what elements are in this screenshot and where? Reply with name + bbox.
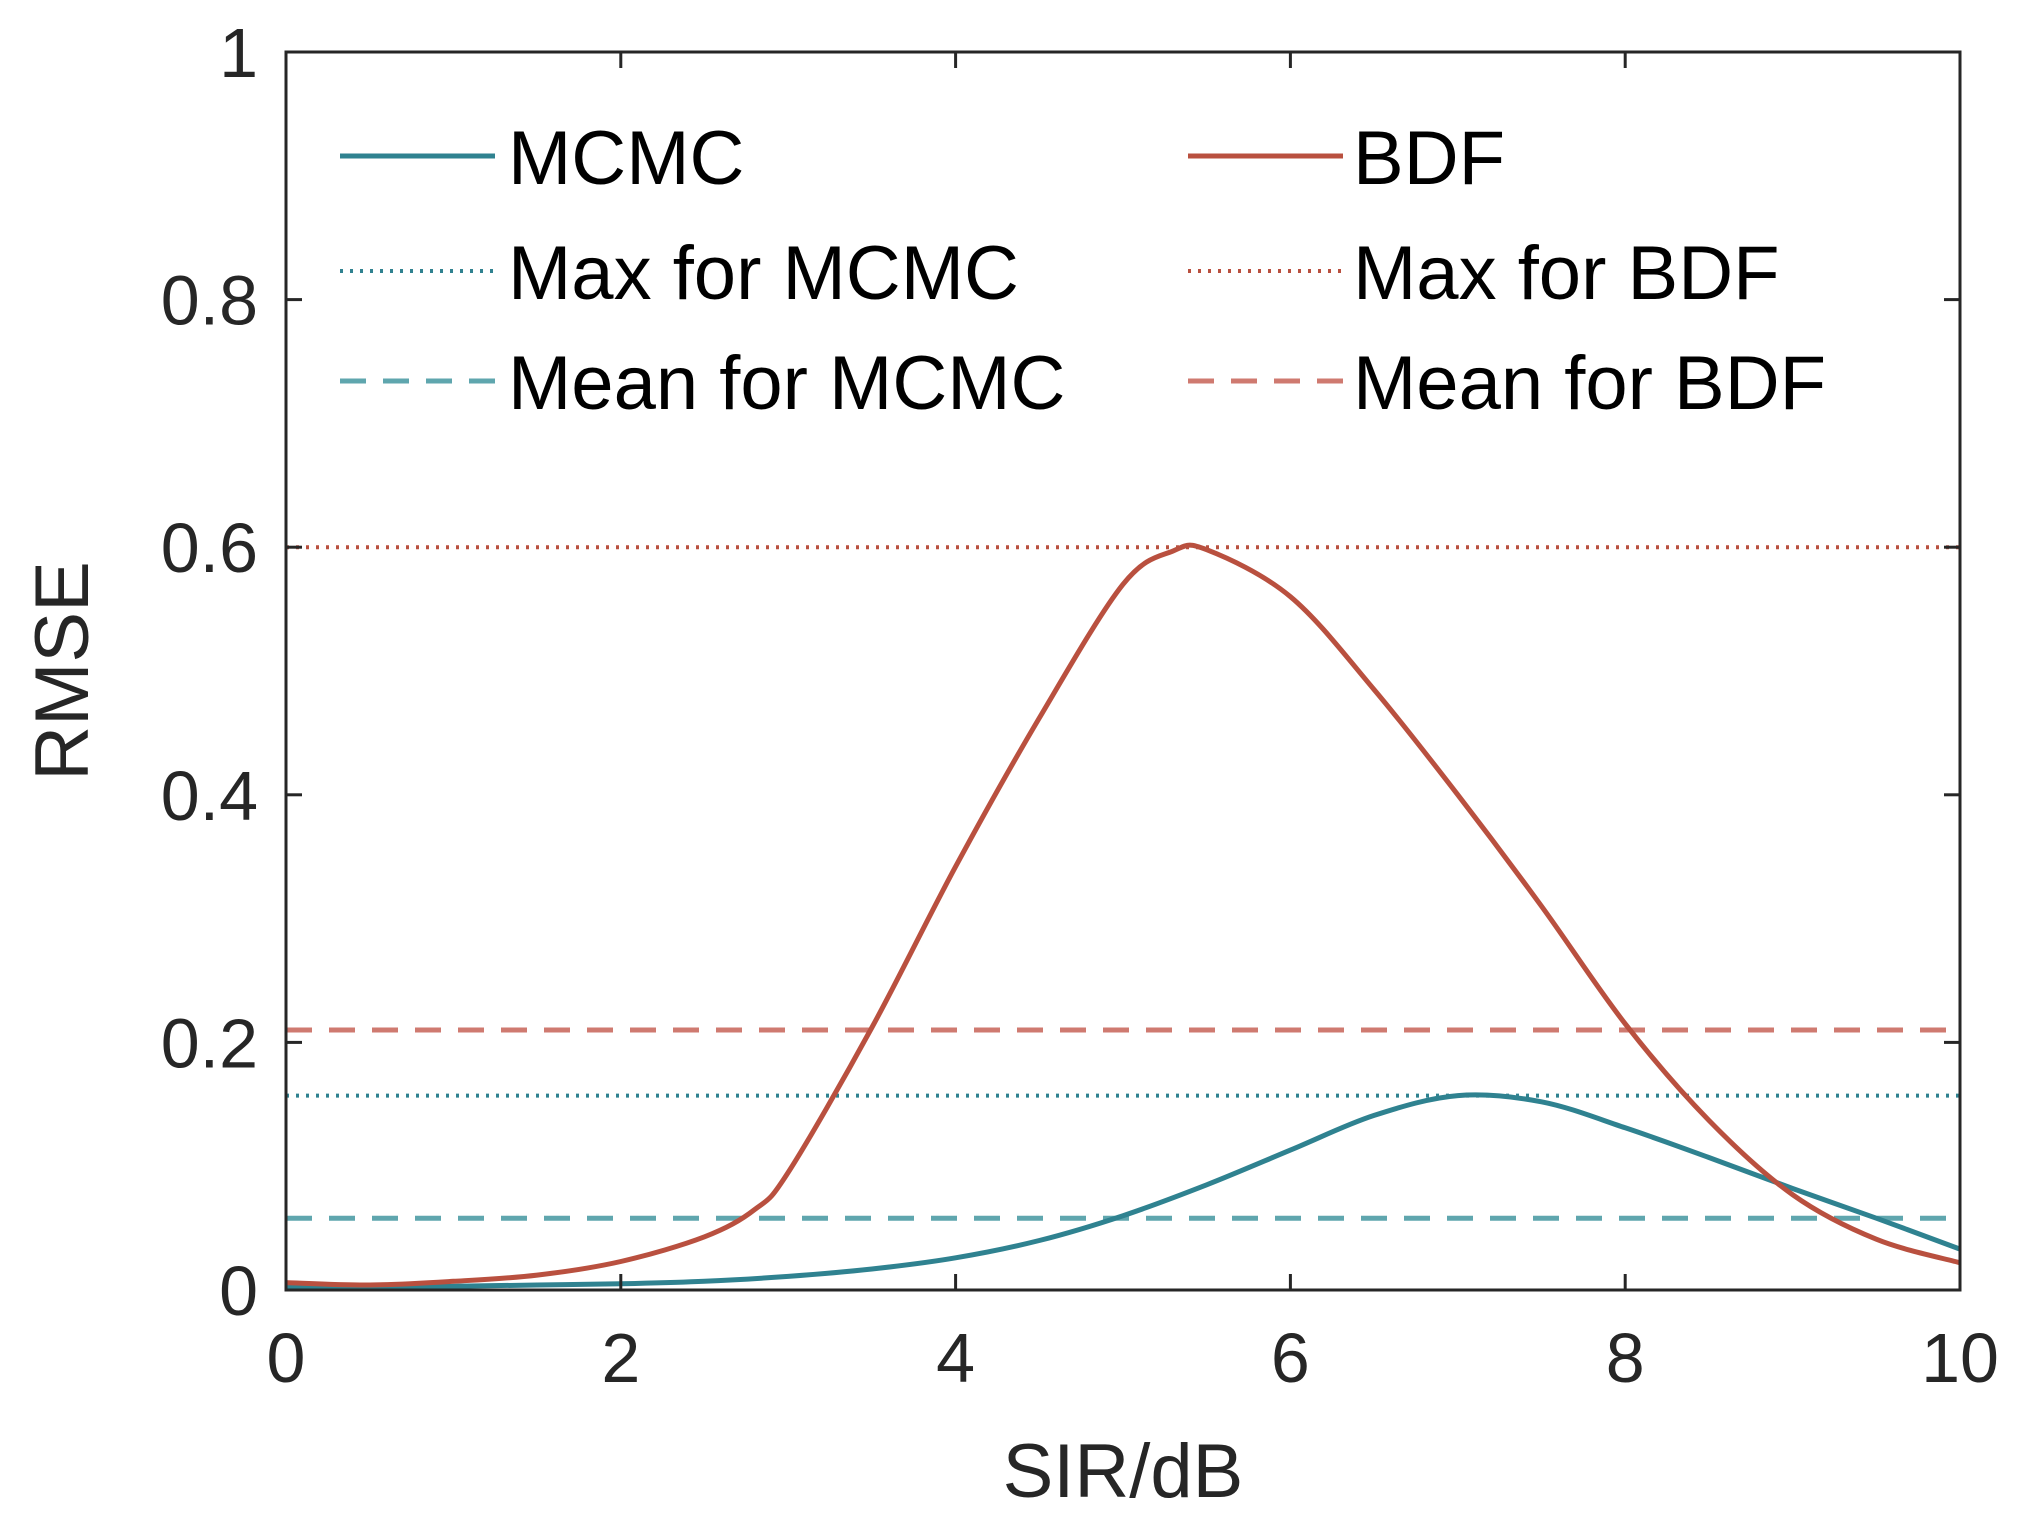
y-tick-label: 0 bbox=[219, 1252, 258, 1330]
legend-label-mean-for-mcmc: Mean for MCMC bbox=[508, 341, 1065, 426]
x-tick-label: 0 bbox=[267, 1319, 306, 1397]
y-tick-label: 1 bbox=[219, 14, 258, 92]
legend-label-mcmc: MCMC bbox=[508, 116, 744, 201]
y-tick-label: 0.2 bbox=[161, 1004, 258, 1082]
axis-ticks bbox=[284, 50, 1962, 1292]
y-axis-label: RMSE bbox=[20, 561, 105, 781]
y-tick-label: 0.6 bbox=[161, 509, 258, 587]
x-tick-label: 2 bbox=[601, 1319, 640, 1397]
x-tick-labels: 0 2 4 6 8 10 bbox=[267, 1319, 1999, 1397]
y-tick-labels: 0 0.2 0.4 0.6 0.8 1 bbox=[161, 14, 258, 1330]
y-tick-label: 0.8 bbox=[161, 262, 258, 340]
legend-label-max-for-mcmc: Max for MCMC bbox=[508, 231, 1019, 316]
legend-label-max-for-bdf: Max for BDF bbox=[1353, 231, 1780, 316]
y-tick-label: 0.4 bbox=[161, 757, 258, 835]
legend: MCMC BDF Max for MCMC Max for BDF Mean for M… bbox=[340, 116, 1826, 426]
x-tick-label: 4 bbox=[936, 1319, 975, 1397]
axes-box bbox=[284, 50, 1962, 1292]
plot-lines bbox=[285, 542, 1961, 1290]
series-line-mcmc bbox=[285, 1092, 1961, 1290]
x-tick-label: 8 bbox=[1606, 1319, 1645, 1397]
x-tick-label: 10 bbox=[1921, 1319, 1999, 1397]
x-axis-label: SIR/dB bbox=[1003, 1429, 1244, 1514]
legend-label-mean-for-bdf: Mean for BDF bbox=[1353, 341, 1826, 426]
series-line-bdf bbox=[285, 542, 1961, 1288]
legend-label-bdf: BDF bbox=[1353, 116, 1505, 201]
x-tick-label: 6 bbox=[1271, 1319, 1310, 1397]
